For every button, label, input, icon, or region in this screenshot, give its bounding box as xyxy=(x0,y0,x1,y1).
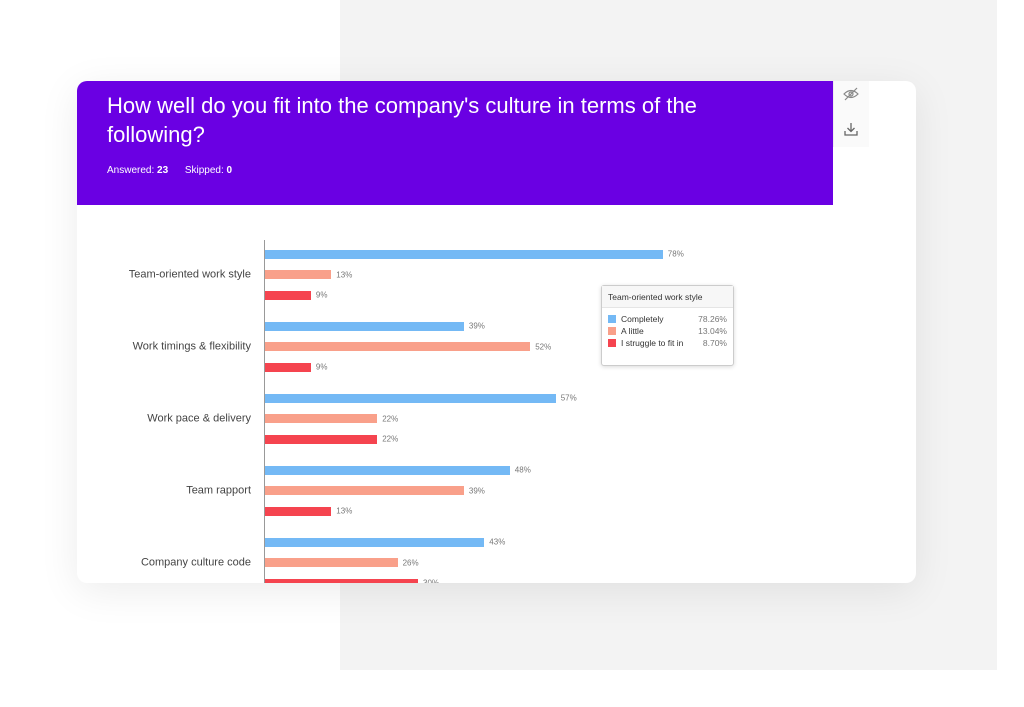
tooltip-series-name: A little xyxy=(621,326,644,336)
bar xyxy=(265,465,510,475)
bar xyxy=(265,558,398,567)
skipped-count: 0 xyxy=(226,165,233,176)
bar xyxy=(265,321,464,331)
bar xyxy=(265,414,378,423)
bar xyxy=(265,486,464,495)
value-label: 39% xyxy=(468,321,485,331)
tooltip-title: Team-oriented work style xyxy=(602,286,733,308)
bar xyxy=(265,537,485,547)
download-icon[interactable] xyxy=(844,123,858,136)
tooltip-swatch xyxy=(608,315,616,323)
value-label: 13% xyxy=(336,270,353,279)
tooltip-swatch xyxy=(608,339,616,347)
answered-count: 23 xyxy=(157,165,169,176)
bar xyxy=(265,342,531,351)
bar xyxy=(265,249,663,259)
value-label: 22% xyxy=(382,414,399,423)
bar xyxy=(265,578,418,583)
category-axis xyxy=(264,240,265,583)
category-label: Company culture code xyxy=(140,556,251,568)
value-label: 43% xyxy=(489,537,506,547)
value-label: 13% xyxy=(336,506,353,516)
tooltip-series-name: I struggle to fit in xyxy=(621,338,684,348)
tooltip-value: 78.26% xyxy=(698,314,727,324)
category-label: Work timings & flexibility xyxy=(132,340,251,352)
category-label: Team rapport xyxy=(186,484,251,496)
tooltip-value: 8.70% xyxy=(702,338,727,348)
category-label: Work pace & delivery xyxy=(147,412,251,424)
bar xyxy=(265,362,311,372)
tooltip-value: 13.04% xyxy=(698,326,727,336)
value-label: 39% xyxy=(468,486,485,495)
value-label: 9% xyxy=(315,362,328,372)
tooltip: Team-oriented work style Completely 78.26… xyxy=(601,285,734,366)
value-label: 48% xyxy=(514,465,531,475)
question-title: How well do you fit into the company's c… xyxy=(107,93,697,147)
value-label: 57% xyxy=(560,393,577,403)
side-toolbar xyxy=(833,81,869,147)
chart: Team-oriented work style Completely 78.26… xyxy=(77,205,833,583)
value-label: 78% xyxy=(667,249,684,259)
tooltip-row: Completely 78.26% xyxy=(608,314,727,326)
tooltip-row: I struggle to fit in 8.70% xyxy=(608,338,727,350)
question-header: How well do you fit into the company's c… xyxy=(77,81,833,205)
hide-icon[interactable] xyxy=(843,87,859,101)
question-card: How well do you fit into the company's c… xyxy=(77,81,916,583)
value-label: 30% xyxy=(423,578,440,584)
value-label: 52% xyxy=(535,342,552,351)
bar xyxy=(265,393,556,403)
bar xyxy=(265,290,311,300)
value-label: 9% xyxy=(315,290,328,300)
category-label: Team-oriented work style xyxy=(128,268,251,280)
answered-label: Answered: xyxy=(107,165,155,176)
tooltip-series-name: Completely xyxy=(621,314,664,324)
toolbar-icons xyxy=(843,87,859,136)
tooltip-swatch xyxy=(608,327,616,335)
bar xyxy=(265,506,332,516)
value-label: 22% xyxy=(382,434,399,444)
bar xyxy=(265,434,378,444)
bar xyxy=(265,270,332,279)
value-label: 26% xyxy=(402,558,419,567)
tooltip-row: A little 13.04% xyxy=(608,326,727,338)
response-stats: Answered: 23 Skipped: 0 xyxy=(107,165,232,176)
skipped-label: Skipped: xyxy=(184,165,224,176)
